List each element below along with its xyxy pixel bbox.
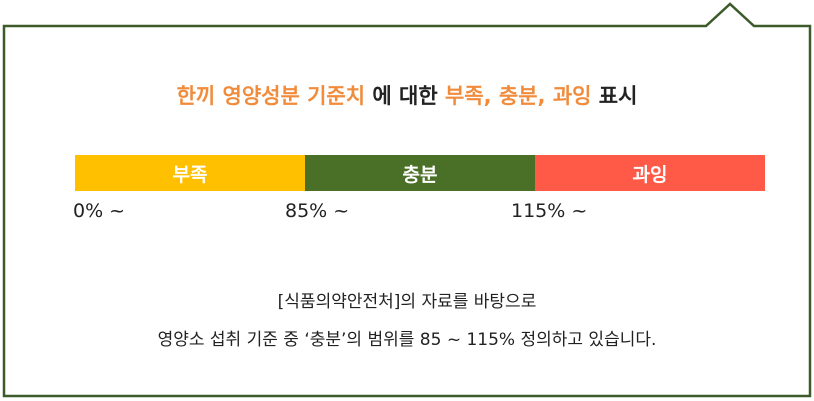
segment-sufficient-label: 충분 bbox=[402, 163, 438, 186]
page-title: 한끼 영양성분 기준치 에 대한 부족, 충분, 과잉 표시 bbox=[0, 80, 814, 110]
segment-deficient: 부족 bbox=[75, 155, 305, 191]
title-highlight-levels: 부족, 충분, 과잉 bbox=[444, 84, 592, 108]
source-note-line-1: [식품의약안전처]의 자료를 바탕으로 bbox=[277, 292, 537, 312]
source-note-line-2: 영양소 섭취 기준 중 ‘충분’의 범위를 85 ~ 115% 정의하고 있습니… bbox=[157, 330, 657, 350]
threshold-label-85: 85% ~ bbox=[285, 200, 350, 222]
segment-excess: 과잉 bbox=[535, 155, 765, 191]
intake-level-bar: 부족 충분 과잉 bbox=[75, 155, 765, 191]
segment-sufficient: 충분 bbox=[305, 155, 535, 191]
threshold-label-0: 0% ~ bbox=[73, 200, 126, 222]
threshold-label-115: 115% ~ bbox=[511, 200, 588, 222]
segment-deficient-label: 부족 bbox=[172, 163, 208, 186]
title-connector: 에 대한 bbox=[365, 84, 445, 108]
title-highlight-standard: 한끼 영양성분 기준치 bbox=[176, 84, 366, 108]
title-suffix: 표시 bbox=[591, 84, 638, 108]
segment-excess-label: 과잉 bbox=[632, 163, 668, 186]
